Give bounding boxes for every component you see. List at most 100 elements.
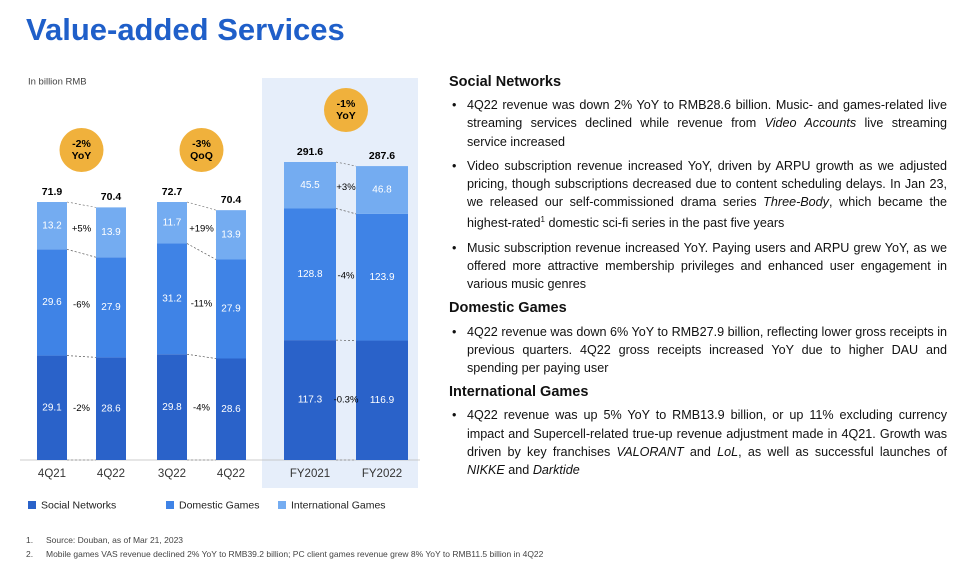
bar-segment (96, 207, 126, 258)
italic-run: Darktide (532, 463, 580, 478)
badge (59, 128, 104, 172)
connector (186, 353, 217, 359)
segment-label: 123.9 (369, 272, 394, 283)
change-label: +3% (336, 182, 356, 193)
text-run: Music subscription revenue increased YoY… (467, 240, 947, 292)
text-run: 4Q22 revenue was up 5% YoY to RMB13.9 bi… (467, 408, 947, 459)
section-heading: Domestic Games (449, 300, 567, 317)
segment-label: 45.5 (300, 180, 320, 191)
bar-segment (157, 243, 187, 355)
section: International Games 4Q22 revenue was up 5… (449, 383, 947, 479)
bar-segment (37, 249, 67, 356)
badge-label: -2% (72, 138, 91, 150)
total-label: 70.4 (221, 194, 242, 206)
bar-segment (37, 202, 67, 250)
legend-label: International Games (291, 499, 386, 511)
connector (335, 208, 357, 215)
text-run: , as well as successful launches of (738, 444, 948, 459)
footnote-text: Mobile games VAS revenue declined 2% YoY… (46, 549, 544, 559)
x-tick-label: FY2022 (362, 468, 402, 480)
x-tick-label: 4Q22 (97, 468, 125, 480)
bar-segment (284, 162, 336, 209)
total-label: 287.6 (369, 150, 395, 162)
connector (186, 201, 217, 211)
segment-label: 11.7 (163, 217, 182, 228)
section: Domestic Games 4Q22 revenue was down 6% Y… (449, 299, 947, 377)
legend-label: Domestic Games (179, 499, 260, 511)
connector (66, 355, 97, 358)
text-run: and (504, 463, 533, 478)
change-label: +19% (189, 223, 214, 234)
bullet: Video subscription revenue increased YoY… (449, 157, 947, 233)
legend-swatch (28, 501, 36, 509)
badge-label: QoQ (190, 150, 213, 162)
section-heading: Social Networks (449, 74, 562, 90)
bar-segment (216, 259, 246, 359)
text-run: 4Q22 revenue was down 6% YoY to RMB27.9 … (467, 324, 947, 376)
italic-run: VALORANT (616, 444, 684, 459)
bullet: 4Q22 revenue was down 2% YoY to RMB28.6 … (449, 96, 947, 151)
total-label: 291.6 (297, 146, 323, 158)
segment-label: 29.6 (42, 297, 62, 308)
bar-segment (157, 354, 187, 460)
bar-segment (284, 340, 336, 460)
footnote-ref: 1 (540, 215, 545, 225)
bar-segment (96, 257, 126, 358)
change-label: +5% (72, 224, 92, 235)
badge-label: YoY (336, 110, 356, 122)
footnotes: 1. Source: Douban, as of Mar 21, 2023 2. Mo… (26, 533, 543, 561)
bullet: 4Q22 revenue was up 5% YoY to RMB13.9 bi… (449, 406, 947, 479)
section-heading: International Games (449, 384, 589, 401)
segment-label: 28.6 (221, 404, 241, 415)
total-label: 70.4 (101, 191, 122, 203)
segment-label: 29.8 (162, 402, 182, 413)
segment-label: 28.6 (101, 403, 121, 414)
connector (66, 201, 97, 208)
change-label: -4% (193, 403, 210, 414)
text-run: and (683, 444, 718, 459)
total-label: 72.7 (162, 186, 183, 198)
italic-run: LoL (717, 444, 739, 459)
connector (186, 243, 217, 260)
x-tick-label: 4Q22 (217, 468, 245, 480)
badge (179, 128, 224, 172)
bar-segment (96, 357, 126, 460)
segment-label: 31.2 (162, 294, 182, 305)
change-label: -0.3% (334, 395, 359, 406)
text-run: domestic sci-fi series in the past five … (544, 216, 785, 231)
badge (324, 88, 368, 132)
segment-label: 13.2 (42, 220, 62, 231)
bar-segment (216, 210, 246, 260)
segment-label: 13.9 (101, 227, 121, 238)
x-tick-label: 3Q22 (158, 468, 186, 480)
badge-label: -1% (337, 98, 356, 110)
italic-run: Video Accounts (764, 116, 857, 131)
bar-segment (157, 202, 187, 244)
italic-run: NIKKE (467, 463, 505, 478)
text-column: Social Networks 4Q22 revenue was down 2% … (449, 73, 947, 485)
connector (335, 161, 357, 167)
change-label: -4% (338, 270, 355, 281)
bar-segment (216, 358, 246, 460)
footnote-marker: 1. (26, 535, 34, 545)
segment-label: 117.3 (298, 395, 323, 406)
bar-segment (356, 213, 408, 341)
segment-label: 29.1 (42, 402, 62, 413)
footnote: 1. Source: Douban, as of Mar 21, 2023 (26, 533, 543, 547)
footnote-marker: 2. (26, 549, 34, 559)
bullet: Music subscription revenue increased YoY… (449, 239, 947, 294)
segment-label: 27.9 (221, 304, 241, 315)
unit-note: In billion RMB (28, 77, 87, 88)
text-run: , which became the highest-rated (467, 195, 947, 231)
connector (66, 249, 97, 258)
bar-segment (37, 355, 67, 460)
legend-swatch (278, 501, 286, 509)
segment-label: 27.9 (101, 302, 121, 313)
italic-run: Three-Body (763, 195, 829, 210)
change-label: -6% (73, 299, 90, 310)
change-label: -2% (73, 403, 90, 414)
bar-segment (356, 166, 408, 214)
badge-label: -3% (192, 138, 211, 150)
title: Value-added Services (26, 12, 345, 47)
